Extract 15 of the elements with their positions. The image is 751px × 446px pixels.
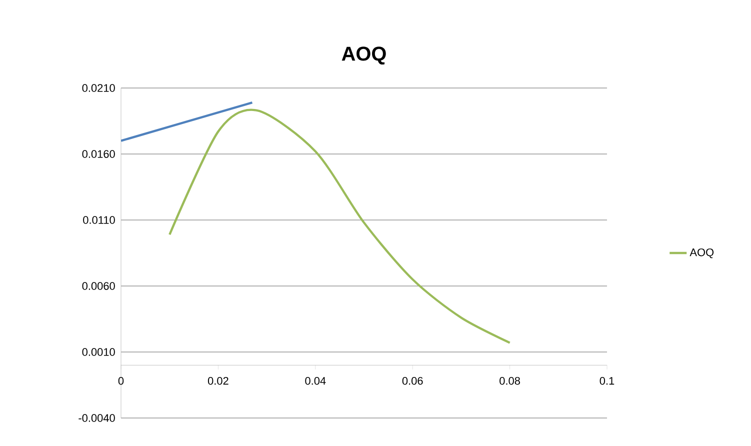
y-tick-label: 0.0110 [83, 216, 115, 224]
y-tick-label: 0.0160 [82, 150, 115, 158]
x-tick-label: 0.04 [305, 376, 326, 385]
legend-label: AOQ [690, 248, 714, 258]
x-tick-label: 0 [118, 376, 124, 385]
y-tick-label: 0.0060 [82, 282, 115, 290]
x-tick-label: 0.06 [402, 376, 423, 385]
x-tick-label: 0.08 [500, 376, 520, 385]
x-tick-label: 0.1 [600, 376, 614, 385]
x-tick-label: 0.02 [208, 376, 228, 385]
chart-title: AOQ [342, 46, 386, 65]
y-tick-label: 0.0010 [82, 348, 115, 356]
y-tick-label: 0.0210 [82, 84, 115, 92]
line-series [168, 108, 511, 344]
y-tick-label: -0.0040 [78, 414, 115, 422]
